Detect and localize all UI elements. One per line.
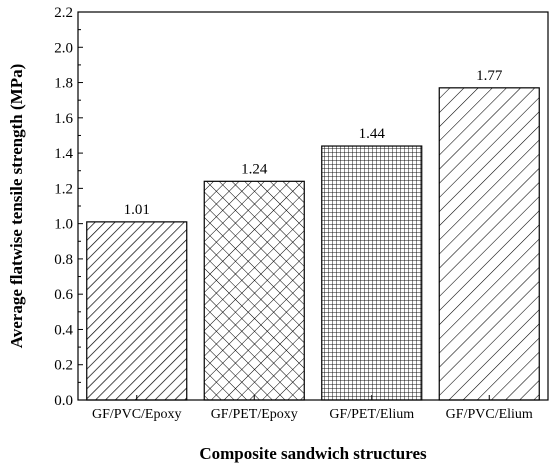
y-tick-label: 1.0	[54, 217, 73, 233]
x-axis-title: Composite sandwich structures	[199, 444, 427, 463]
y-tick-label: 0.8	[54, 252, 73, 268]
y-tick-label: 0.2	[54, 358, 73, 374]
bar-value-label: 1.77	[476, 68, 503, 84]
y-tick-label: 1.8	[54, 76, 73, 92]
bar-value-label: 1.44	[359, 126, 386, 142]
y-tick-label: 2.0	[54, 40, 73, 56]
x-category-label: GF/PET/Epoxy	[211, 407, 298, 422]
bar-gf-pvc-epoxy	[86, 221, 188, 401]
bar-gf-pet-epoxy	[203, 180, 305, 401]
bar-value-label: 1.01	[124, 202, 150, 218]
x-category-label: GF/PVC/Elium	[446, 407, 533, 422]
y-tick-label: 0.0	[54, 393, 73, 409]
y-tick-label: 1.4	[54, 146, 73, 162]
y-tick-label: 0.4	[54, 322, 73, 338]
x-category-label: GF/PVC/Epoxy	[92, 407, 181, 422]
x-axis-labels: GF/PVC/Epoxy GF/PET/Epoxy GF/PET/Elium GF/P…	[92, 395, 533, 422]
bars-group	[86, 87, 540, 401]
x-category-label: GF/PET/Elium	[329, 407, 414, 422]
bar-gf-pvc-elium	[438, 87, 540, 401]
y-tick-label: 1.6	[54, 111, 73, 127]
value-labels-group: 1.01 1.24 1.44 1.77	[124, 68, 503, 218]
bar-gf-pet-elium	[321, 145, 423, 401]
y-tick-label: 0.6	[54, 287, 73, 303]
y-axis-ticks: 0.0 0.2 0.4 0.6 0.8 1.0 1.2 1.4 1.6 1.8 2.0 2.2	[54, 5, 83, 409]
y-axis-title: Average flatwise tensile strength (MPa)	[7, 64, 26, 349]
bar-value-label: 1.24	[241, 161, 268, 177]
y-tick-label: 2.2	[54, 5, 73, 21]
y-tick-label: 1.2	[54, 181, 73, 197]
